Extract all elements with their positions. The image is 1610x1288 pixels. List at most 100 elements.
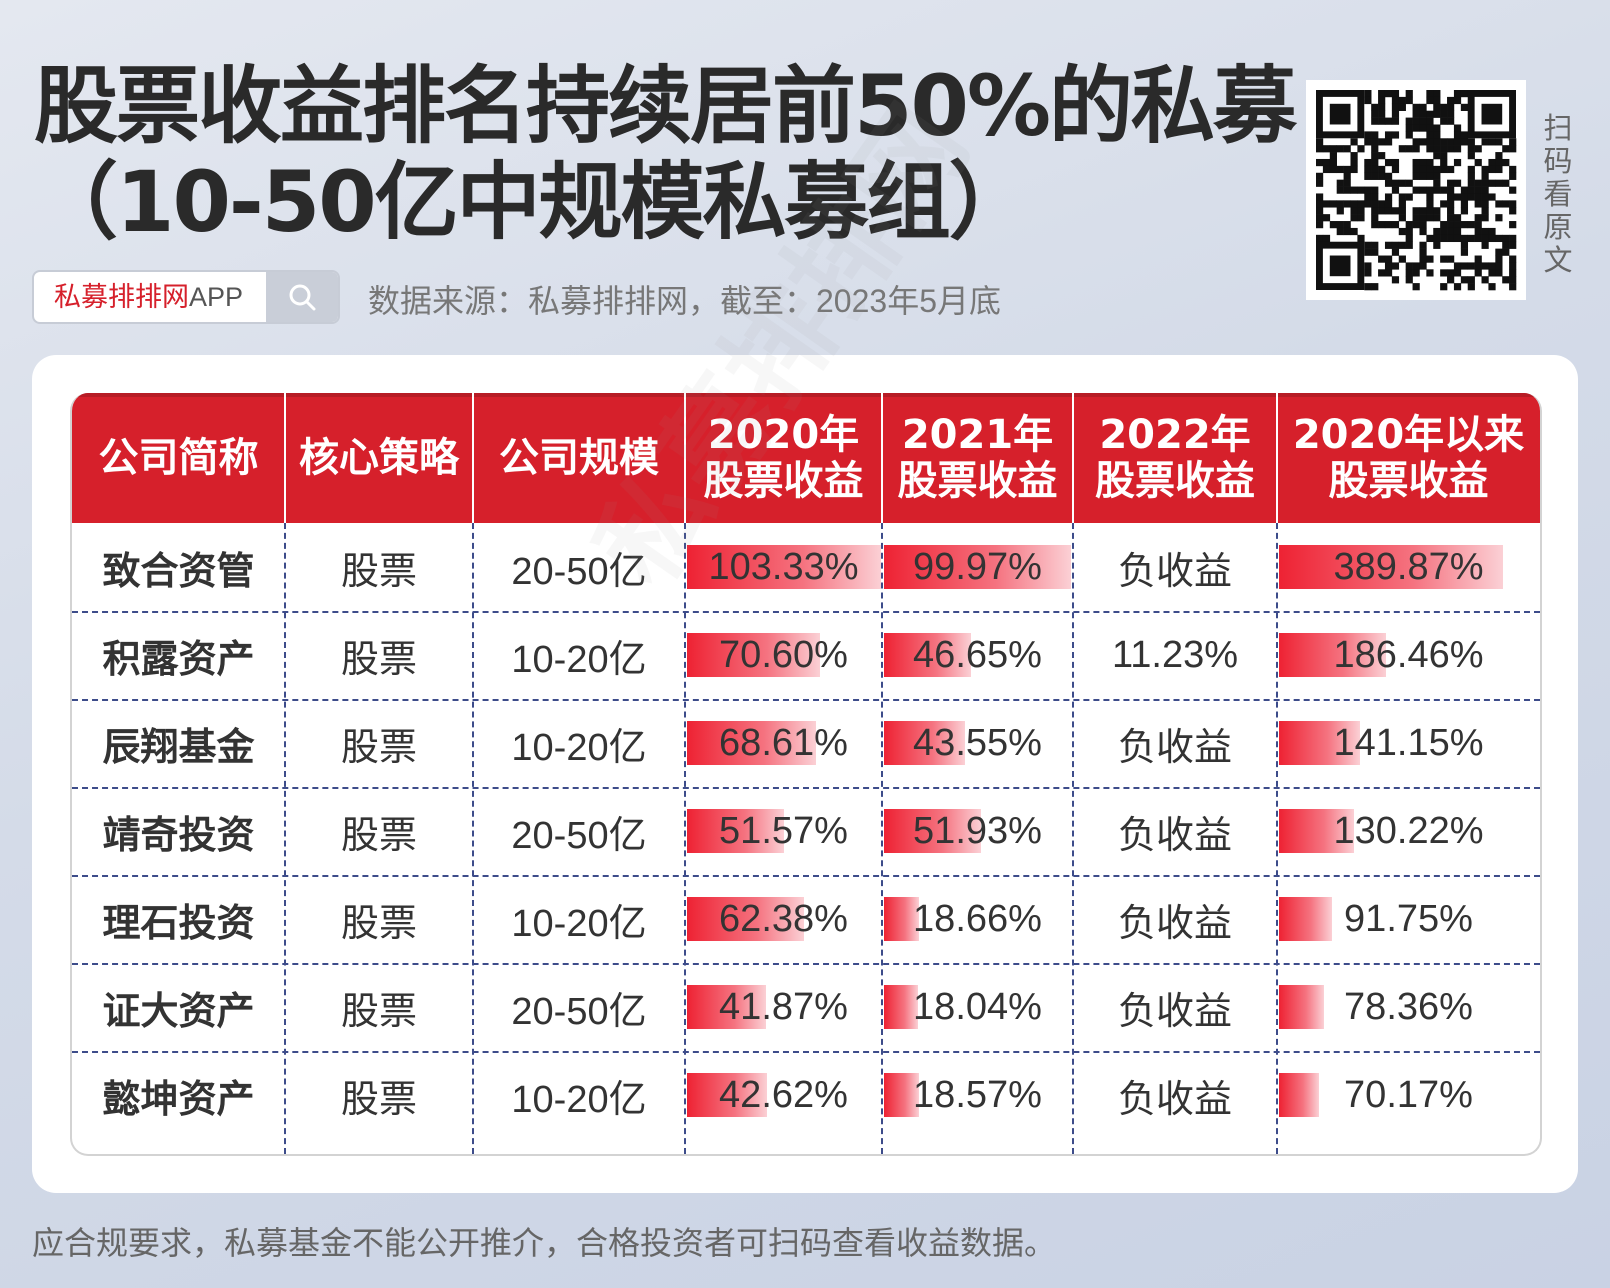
table-cell-r2022: 负收益 <box>1073 1051 1277 1139</box>
cell-value: 20-50亿 <box>511 550 647 593</box>
table-row: 辰翔基金 股票 10-20亿 68.61% 43.55% 负收益 141.15% <box>72 699 1540 787</box>
row-divider <box>72 875 1540 877</box>
qr-code[interactable] <box>1306 80 1526 300</box>
cell-value: 11.23% <box>1111 633 1239 676</box>
row-divider <box>72 699 1540 701</box>
cell-value: 证大资产 <box>102 988 255 1033</box>
table-cell-strategy: 股票 <box>285 611 473 699</box>
column-header-text: 2020年以来 <box>1292 412 1525 458</box>
table-cell-scale: 20-50亿 <box>473 963 685 1051</box>
value-bar <box>687 1073 767 1117</box>
cell-value: 靖奇投资 <box>102 812 255 857</box>
value-bar <box>687 545 881 589</box>
cell-value: 股票 <box>340 550 417 593</box>
table-cell-strategy: 股票 <box>285 699 473 787</box>
value-bar <box>1279 545 1503 589</box>
row-divider <box>72 611 1540 613</box>
table-cell-name: 积露资产 <box>72 611 285 699</box>
table-cell-scale: 10-20亿 <box>473 1051 685 1139</box>
compliance-footer: 应合规要求，私募基金不能公开推介，合格投资者可扫码查看收益数据。 <box>32 1225 1057 1261</box>
table-cell-since2020: 78.36% <box>1277 963 1540 1051</box>
column-header-text: 公司简称 <box>98 435 259 481</box>
cell-value: 141.15% <box>1333 721 1484 764</box>
column-header: 核心策略 <box>285 393 473 523</box>
column-header-text: 股票收益 <box>1095 458 1255 504</box>
row-divider <box>72 963 1540 965</box>
title-line-1: 股票收益排名持续居前50%的私募 <box>34 57 1297 155</box>
cell-value: 理石投资 <box>102 900 255 945</box>
cell-value: 42.62% <box>719 1073 848 1116</box>
table-cell-r2020: 41.87% <box>685 963 882 1051</box>
table-cell-scale: 10-20亿 <box>473 875 685 963</box>
cell-value: 78.36% <box>1344 985 1473 1028</box>
table-cell-r2020: 51.57% <box>685 787 882 875</box>
cell-value: 积露资产 <box>102 636 255 681</box>
cell-value: 负收益 <box>1117 814 1232 857</box>
table-cell-strategy: 股票 <box>285 523 473 611</box>
cell-value: 致合资管 <box>102 548 255 593</box>
app-search-bar[interactable]: 私募排排网APP <box>32 270 340 324</box>
table-cell-since2020: 130.22% <box>1277 787 1540 875</box>
column-divider <box>684 523 686 1154</box>
table-cell-r2022: 11.23% <box>1073 611 1277 699</box>
row-divider <box>72 787 1540 789</box>
table-cell-r2021: 99.97% <box>882 523 1073 611</box>
column-divider <box>1072 523 1074 1154</box>
cell-value: 股票 <box>340 902 417 945</box>
cell-value: 18.04% <box>913 985 1042 1028</box>
table-cell-r2020: 103.33% <box>685 523 882 611</box>
table-cell-name: 理石投资 <box>72 875 285 963</box>
cell-value: 46.65% <box>913 633 1042 676</box>
cell-value: 70.60% <box>719 633 848 676</box>
value-bar <box>1279 721 1360 765</box>
cell-value: 43.55% <box>913 721 1042 764</box>
cell-value: 51.57% <box>719 809 848 852</box>
value-bar <box>884 809 981 853</box>
table-cell-since2020: 91.75% <box>1277 875 1540 963</box>
ranking-table: 公司简称 核心策略 公司规模 2020年 股票收益 2021年 股票收益 2022年 股票收益 2… <box>70 393 1542 1156</box>
table-cell-since2020: 141.15% <box>1277 699 1540 787</box>
value-bar <box>687 721 816 765</box>
row-divider <box>72 1051 1540 1053</box>
header-divider <box>684 393 686 523</box>
cell-value: 18.57% <box>913 1073 1042 1116</box>
header-divider <box>472 393 474 523</box>
table-cell-r2021: 18.66% <box>882 875 1073 963</box>
table-row: 理石投资 股票 10-20亿 62.38% 18.66% 负收益 91.75% <box>72 875 1540 963</box>
cell-value: 18.66% <box>913 897 1042 940</box>
column-divider <box>284 523 286 1154</box>
cell-value: 41.87% <box>719 985 848 1028</box>
qr-caption-char: 原 <box>1543 210 1573 244</box>
header-divider <box>1276 393 1278 523</box>
cell-value: 10-20亿 <box>511 726 647 769</box>
table-cell-strategy: 股票 <box>285 875 473 963</box>
table-cell-since2020: 389.87% <box>1277 523 1540 611</box>
table-cell-strategy: 股票 <box>285 1051 473 1139</box>
table-cell-r2022: 负收益 <box>1073 875 1277 963</box>
value-bar <box>884 545 1071 589</box>
value-bar <box>687 897 804 941</box>
column-divider <box>881 523 883 1154</box>
value-bar <box>687 633 820 677</box>
table-cell-r2021: 43.55% <box>882 699 1073 787</box>
header-divider <box>284 393 286 523</box>
table-cell-name: 辰翔基金 <box>72 699 285 787</box>
qr-caption-char: 码 <box>1543 144 1573 178</box>
column-header-text: 公司规模 <box>499 435 659 481</box>
column-header-text: 2021年 <box>901 412 1054 458</box>
cell-value: 10-20亿 <box>511 1078 647 1121</box>
table-cell-name: 证大资产 <box>72 963 285 1051</box>
cell-value: 负收益 <box>1117 990 1232 1033</box>
search-button[interactable] <box>266 272 338 322</box>
table-row: 致合资管 股票 20-50亿 103.33% 99.97% 负收益 389.87% <box>72 523 1540 611</box>
table-cell-scale: 20-50亿 <box>473 787 685 875</box>
cell-value: 股票 <box>340 990 417 1033</box>
column-divider <box>472 523 474 1154</box>
table-cell-name: 懿坤资产 <box>72 1051 285 1139</box>
table-cell-strategy: 股票 <box>285 963 473 1051</box>
cell-value: 负收益 <box>1117 726 1232 769</box>
brand-suffix: APP <box>189 282 244 312</box>
cell-value: 70.17% <box>1344 1073 1473 1116</box>
value-bar <box>687 809 784 853</box>
table-cell-r2022: 负收益 <box>1073 699 1277 787</box>
